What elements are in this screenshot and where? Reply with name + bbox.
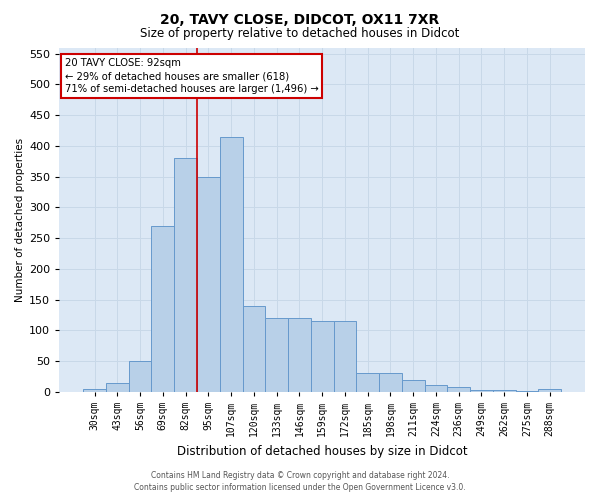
Bar: [129, 361, 151, 392]
Bar: [538, 389, 561, 392]
Bar: [379, 374, 402, 392]
Bar: [425, 384, 448, 392]
Bar: [151, 226, 174, 392]
Text: 20, TAVY CLOSE, DIDCOT, OX11 7XR: 20, TAVY CLOSE, DIDCOT, OX11 7XR: [160, 12, 440, 26]
Bar: [265, 318, 288, 392]
Bar: [334, 321, 356, 392]
Bar: [493, 390, 515, 392]
Bar: [448, 387, 470, 392]
Bar: [515, 390, 538, 392]
Bar: [288, 318, 311, 392]
Bar: [174, 158, 197, 392]
Bar: [470, 390, 493, 392]
Bar: [83, 389, 106, 392]
Bar: [311, 321, 334, 392]
Text: Contains HM Land Registry data © Crown copyright and database right 2024.
Contai: Contains HM Land Registry data © Crown c…: [134, 471, 466, 492]
Text: 20 TAVY CLOSE: 92sqm
← 29% of detached houses are smaller (618)
71% of semi-deta: 20 TAVY CLOSE: 92sqm ← 29% of detached h…: [65, 58, 319, 94]
X-axis label: Distribution of detached houses by size in Didcot: Distribution of detached houses by size …: [177, 444, 467, 458]
Text: Size of property relative to detached houses in Didcot: Size of property relative to detached ho…: [140, 28, 460, 40]
Bar: [197, 176, 220, 392]
Bar: [242, 306, 265, 392]
Bar: [106, 382, 129, 392]
Bar: [220, 136, 242, 392]
Bar: [356, 374, 379, 392]
Bar: [402, 380, 425, 392]
Y-axis label: Number of detached properties: Number of detached properties: [15, 138, 25, 302]
